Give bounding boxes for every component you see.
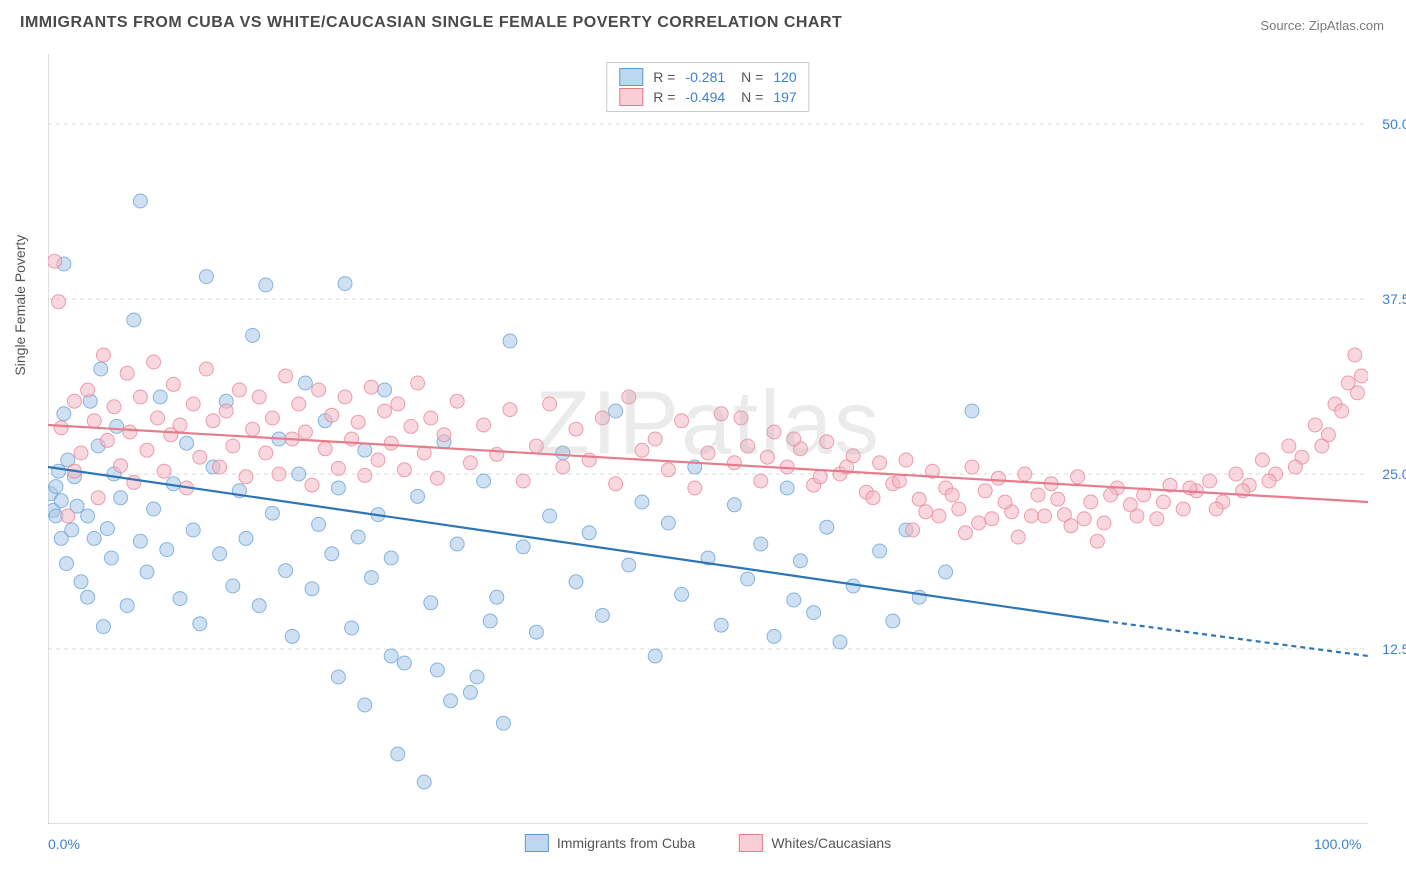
y-tick-label: 50.0%: [1382, 116, 1406, 132]
source-attribution: Source: ZipAtlas.com: [1260, 18, 1384, 33]
x-tick-label: 100.0%: [1314, 836, 1361, 852]
legend-swatch: [619, 68, 643, 86]
series-whites-caucasians: [48, 254, 1368, 548]
n-value: 120: [773, 69, 796, 85]
legend-label: Whites/Caucasians: [771, 835, 891, 851]
y-tick-label: 37.5%: [1382, 291, 1406, 307]
n-label: N =: [741, 69, 763, 85]
legend-item: Immigrants from Cuba: [525, 834, 695, 852]
r-value: -0.281: [685, 69, 725, 85]
scatter-plot: [48, 54, 1368, 824]
source-link[interactable]: ZipAtlas.com: [1309, 18, 1384, 33]
legend-row: R = -0.281 N = 120: [619, 67, 796, 87]
source-label: Source:: [1260, 18, 1305, 33]
r-label: R =: [653, 89, 675, 105]
n-value: 197: [773, 89, 796, 105]
r-label: R =: [653, 69, 675, 85]
chart-area: ZIPatlas R = -0.281 N = 120 R = -0.494 N…: [48, 54, 1368, 824]
x-tick-label: 0.0%: [48, 836, 80, 852]
legend-swatch: [739, 834, 763, 852]
legend-swatch: [619, 88, 643, 106]
legend-item: Whites/Caucasians: [739, 834, 891, 852]
y-tick-label: 25.0%: [1382, 466, 1406, 482]
y-axis-label: Single Female Poverty: [12, 235, 28, 376]
y-tick-label: 12.5%: [1382, 641, 1406, 657]
legend-label: Immigrants from Cuba: [557, 835, 695, 851]
legend-row: R = -0.494 N = 197: [619, 87, 796, 107]
n-label: N =: [741, 89, 763, 105]
correlation-legend: R = -0.281 N = 120 R = -0.494 N = 197: [606, 62, 809, 112]
legend-swatch: [525, 834, 549, 852]
chart-title: IMMIGRANTS FROM CUBA VS WHITE/CAUCASIAN …: [20, 14, 842, 32]
r-value: -0.494: [685, 89, 725, 105]
series-legend: Immigrants from Cuba Whites/Caucasians: [525, 834, 891, 852]
